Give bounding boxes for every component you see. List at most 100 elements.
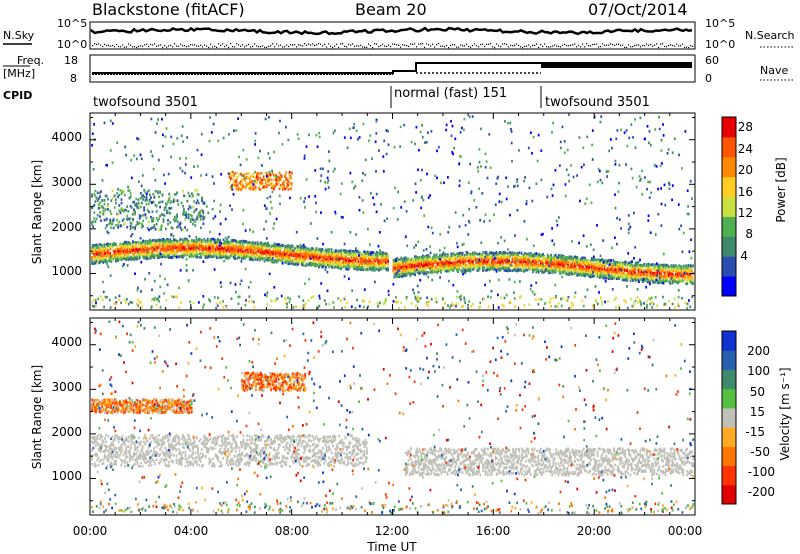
- power-cell: [268, 172, 271, 176]
- power-cell: [185, 239, 188, 242]
- power-cell: [277, 246, 279, 250]
- power-cell: [281, 252, 284, 255]
- power-cell: [361, 265, 363, 269]
- power-cell: [483, 254, 485, 257]
- power-cell: [183, 249, 185, 252]
- power-cell: [147, 241, 150, 245]
- power-cell: [117, 251, 119, 254]
- power-cell: [439, 254, 441, 257]
- power-cell: [127, 189, 130, 192]
- power-cell: [93, 192, 96, 196]
- power-cell: [316, 253, 319, 257]
- power-cell: [483, 257, 485, 260]
- power-cell: [132, 249, 134, 252]
- power-cell: [526, 261, 529, 265]
- power-cell: [239, 253, 242, 256]
- power-cell: [310, 255, 312, 258]
- power-cell: [219, 247, 222, 251]
- power-cell: [318, 262, 320, 265]
- power-cell: [227, 247, 230, 251]
- power-cell: [308, 255, 311, 259]
- power-cell: [424, 268, 427, 272]
- power-cell: [118, 204, 121, 207]
- power-cell: [194, 250, 197, 253]
- noise-search-point: [226, 44, 228, 46]
- power-cell: [116, 192, 118, 195]
- power-cell: [134, 246, 136, 249]
- power-cell: [312, 247, 315, 251]
- power-cell: [362, 256, 364, 259]
- power-cell: [217, 240, 219, 243]
- power-cell: [111, 219, 114, 223]
- power-cell: [515, 267, 517, 270]
- power-cell: [289, 175, 292, 178]
- power-cell: [460, 252, 463, 255]
- power-cell: [420, 269, 423, 273]
- power-cell: [284, 253, 286, 256]
- power-cell: [257, 249, 260, 252]
- power-cell: [115, 252, 117, 255]
- power-cell: [284, 258, 286, 262]
- power-cell: [101, 205, 104, 208]
- power-cell: [485, 252, 488, 256]
- power-cell: [161, 255, 164, 258]
- noise-search-point: [166, 46, 168, 48]
- power-cell: [551, 260, 554, 264]
- power-cell: [409, 259, 412, 263]
- noise-search-point: [390, 46, 392, 48]
- power-cell: [184, 246, 186, 249]
- power-cell: [118, 250, 121, 253]
- power-cell: [186, 244, 189, 247]
- power-cell: [301, 252, 303, 256]
- power-cell: [192, 250, 194, 253]
- power-cell: [251, 186, 254, 190]
- power-cell: [464, 263, 466, 267]
- power-cell: [372, 251, 375, 254]
- noise-search-point: [652, 45, 654, 47]
- power-cell: [268, 255, 270, 258]
- power-cell: [384, 263, 387, 267]
- power-cell: [276, 257, 278, 260]
- power-cell: [168, 192, 171, 196]
- power-cell: [488, 255, 491, 259]
- power-cell: [113, 242, 116, 245]
- power-cell: [103, 252, 106, 255]
- power-cell: [219, 239, 222, 242]
- power-cell: [97, 197, 100, 201]
- power-cell: [122, 244, 125, 248]
- power-cell: [105, 251, 108, 254]
- power-cell: [304, 256, 307, 260]
- power-cell: [297, 254, 300, 257]
- power-cell: [445, 256, 448, 260]
- power-cell: [189, 213, 192, 217]
- power-cell: [175, 239, 177, 242]
- power-cell: [240, 253, 243, 257]
- power-cell: [398, 266, 400, 269]
- power-cell: [105, 248, 108, 251]
- power-cell: [103, 245, 106, 249]
- power-cell: [519, 268, 522, 271]
- power-cell: [147, 247, 150, 251]
- power-cell: [439, 266, 441, 269]
- power-cell: [459, 260, 462, 264]
- power-cell: [105, 194, 108, 198]
- noise-search-point: [260, 46, 262, 48]
- power-cell: [102, 257, 105, 260]
- power-cell: [152, 238, 155, 242]
- power-cell: [184, 213, 186, 217]
- power-cell: [294, 254, 296, 257]
- power-cell: [161, 194, 164, 197]
- power-cell: [164, 243, 167, 246]
- power-cell: [532, 268, 534, 272]
- power-cell: [124, 245, 126, 248]
- power-cell: [198, 245, 201, 248]
- power-cell: [121, 209, 124, 212]
- freq-unit-label: [MHz]: [3, 67, 35, 80]
- power-cell: [176, 243, 178, 247]
- power-cell: [550, 265, 552, 268]
- noise-search-point: [394, 43, 396, 45]
- noise-search-point: [270, 45, 272, 47]
- power-cell: [458, 259, 461, 262]
- power-cell: [126, 253, 129, 256]
- power-cell: [432, 269, 434, 273]
